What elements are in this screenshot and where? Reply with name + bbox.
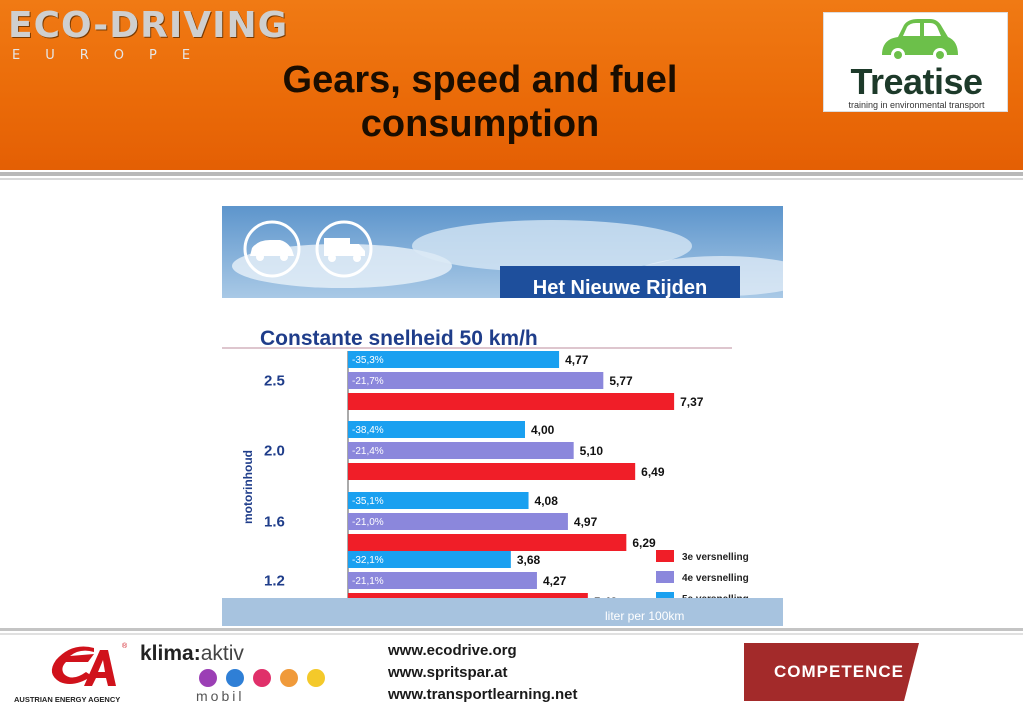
treatise-subtitle: training in environmental transport: [848, 100, 985, 110]
header-banner: ECO-DRIVING EUROPE Gears, speed and fuel…: [0, 0, 1023, 170]
bar: [348, 551, 511, 568]
klima-dot: [199, 669, 217, 687]
bar: [348, 463, 636, 480]
klima-dots-icon: [199, 669, 325, 687]
divider: [0, 628, 1023, 631]
category-label: 2.0: [264, 443, 285, 460]
klima-prefix: klima:: [140, 642, 201, 665]
value-label: 4,77: [565, 353, 589, 367]
category-label: 1.6: [264, 514, 285, 531]
percent-label: -35,1%: [352, 496, 384, 507]
bar: [348, 442, 574, 459]
cloud: [412, 220, 692, 272]
fuel-consumption-chart: Het Nieuwe Rijden Constante snelheid 50 …: [222, 206, 812, 626]
klima-dot: [226, 669, 244, 687]
link-spritspar[interactable]: www.spritspar.at: [388, 664, 508, 681]
bar: [348, 534, 627, 551]
competence-label: COMPETENCE: [774, 662, 904, 681]
klima-dot: [253, 669, 271, 687]
value-label: 4,08: [535, 494, 559, 508]
svg-text:®: ®: [122, 642, 128, 650]
value-label: 5,10: [580, 444, 604, 458]
bar: [348, 372, 604, 389]
chart-panel: Het Nieuwe Rijden Constante snelheid 50 …: [222, 206, 812, 626]
truck-circle-icon: [315, 220, 373, 278]
category-label: 1.2: [264, 573, 285, 590]
eco-driving-logo: ECO-DRIVING EUROPE: [8, 5, 289, 64]
y-axis-label: motorinhoud: [241, 450, 255, 524]
klima-mobil: mobil: [196, 688, 245, 704]
competence-logo: COMPETENCE: [744, 643, 949, 701]
legend-swatch: [656, 550, 674, 562]
car-icon: [882, 19, 958, 62]
divider: [0, 172, 1023, 176]
austrian-energy-agency-logo: ® AUSTRIAN ENERGY AGENCY: [14, 640, 139, 706]
value-label: 6,29: [632, 536, 656, 550]
aea-label: AUSTRIAN ENERGY AGENCY: [14, 695, 121, 704]
treatise-word: Treatise: [850, 61, 983, 102]
value-label: 4,27: [543, 574, 567, 588]
value-label: 4,97: [574, 515, 598, 529]
percent-label: -21,4%: [352, 446, 384, 457]
chart-title: Constante snelheid 50 km/h: [260, 327, 538, 350]
bar: [348, 513, 568, 530]
footer-strip: [222, 598, 783, 626]
klima-dot: [307, 669, 325, 687]
percent-label: -21,7%: [352, 376, 384, 387]
category-label: 2.5: [264, 373, 285, 390]
divider: [0, 633, 1023, 635]
percent-label: -35,3%: [352, 355, 384, 366]
car-circle-icon: [243, 220, 301, 278]
value-label: 5,77: [609, 374, 633, 388]
brand-sub: EUROPE: [12, 48, 216, 63]
bar: [348, 492, 529, 509]
bar: [348, 421, 525, 438]
value-label: 3,68: [517, 553, 541, 567]
link-ecodrive[interactable]: www.ecodrive.org: [388, 642, 517, 659]
chart-banner: Het Nieuwe Rijden: [533, 277, 707, 299]
bar: [348, 572, 537, 589]
klima-wordmark: klima:aktiv: [140, 642, 244, 666]
percent-label: -32,1%: [352, 555, 384, 566]
percent-label: -21,0%: [352, 517, 384, 528]
footer-links: www.ecodrive.org www.spritspar.at www.tr…: [388, 640, 577, 706]
page-title: Gears, speed and fuel consumption: [282, 59, 678, 145]
link-transportlearning[interactable]: www.transportlearning.net: [388, 686, 578, 703]
brand-main: ECO-DRIVING: [8, 5, 289, 46]
legend-label: 3e versnelling: [682, 552, 749, 563]
value-label: 6,49: [641, 465, 665, 479]
klima-dot: [280, 669, 298, 687]
value-label: 7,37: [680, 395, 704, 409]
divider: [0, 178, 1023, 180]
percent-label: -21,1%: [352, 576, 384, 587]
bar: [348, 351, 560, 368]
treatise-logo: Treatise training in environmental trans…: [823, 12, 1008, 112]
bar: [348, 393, 675, 410]
legend-swatch: [656, 571, 674, 583]
percent-label: -38,4%: [352, 425, 384, 436]
ea-emblem-icon: ®: [51, 642, 128, 686]
competence-shape: [904, 643, 949, 701]
x-axis-label: liter per 100km: [605, 609, 684, 623]
klima-aktiv-logo: klima:aktiv mobil: [140, 640, 340, 706]
legend-label: 4e versnelling: [682, 573, 749, 584]
klima-suffix: aktiv: [200, 642, 244, 665]
value-label: 4,00: [531, 423, 555, 437]
